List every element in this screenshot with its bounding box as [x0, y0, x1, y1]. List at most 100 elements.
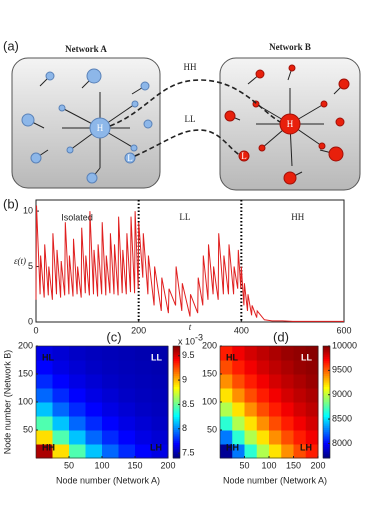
colorbar-step	[323, 366, 330, 369]
heatmap-cell	[269, 444, 282, 459]
colorbar-step	[323, 359, 330, 362]
heatmap-cell	[293, 402, 307, 417]
colorbar-step	[323, 431, 330, 435]
colorbar-step	[173, 437, 180, 440]
colorbar-step	[323, 424, 330, 427]
colorbar-step	[173, 422, 180, 425]
heatmap-cell	[220, 360, 233, 375]
heatmap-cell	[85, 360, 103, 375]
colorbar-step	[173, 347, 180, 351]
heatmap-cell	[85, 444, 103, 459]
heatmap-cell	[220, 374, 233, 389]
heatmap-cell	[232, 430, 245, 445]
y-axis-label: Node number (Network B)	[2, 350, 12, 455]
heatmap-cell	[52, 388, 70, 403]
heatmap-cell	[102, 360, 119, 375]
x-tick-label: 600	[336, 325, 351, 335]
corner-label: HH	[42, 442, 55, 452]
heatmap-cell	[220, 416, 233, 431]
y-tick-label: 0	[28, 316, 33, 326]
colorbar-step	[173, 446, 180, 450]
colorbar-step	[323, 353, 330, 356]
colorbar-step	[323, 346, 330, 349]
x-axis-label: Node number (Network A)	[56, 475, 160, 485]
panel-label: (b)	[3, 196, 19, 211]
heatmap-cell	[118, 374, 136, 389]
network-box	[11, 57, 161, 189]
colorbar-step	[323, 370, 330, 373]
colorbar-step	[323, 374, 330, 377]
heatmap-cell	[256, 360, 270, 375]
colorbar-step	[173, 379, 180, 382]
heatmap-cell	[293, 444, 307, 459]
heatmap-cell	[305, 374, 319, 389]
heatmap-cell	[52, 346, 70, 361]
heatmap-cell	[269, 374, 282, 389]
heatmap-cell	[269, 430, 282, 445]
heatmap-cell	[244, 388, 258, 403]
leaf-label: L	[241, 151, 247, 161]
heatmap-cell	[36, 360, 53, 375]
colorbar-step	[323, 351, 330, 354]
colorbar-step	[323, 428, 330, 431]
heatmap-cell	[85, 402, 103, 417]
colorbar-tick-label: 9.5	[182, 350, 195, 360]
panel-label: (a)	[3, 38, 19, 53]
corner-label: HL	[42, 352, 54, 362]
colorbar-step	[173, 360, 180, 364]
colorbar-step	[173, 430, 180, 433]
x-tick-label: 100	[94, 460, 109, 470]
heatmap-cell	[118, 360, 136, 375]
panel-label: (c)	[106, 329, 121, 344]
x-tick-label: 50	[239, 460, 249, 470]
heatmap-cell	[256, 444, 270, 459]
heatmap-cell	[305, 416, 319, 431]
colorbar-step	[173, 355, 180, 358]
colorbar-step	[323, 444, 330, 448]
colorbar-step	[173, 400, 180, 403]
panel-label: (d)	[273, 329, 289, 344]
hub-label: H	[287, 119, 294, 129]
colorbar-step	[173, 456, 180, 459]
heatmap-cell	[220, 346, 233, 361]
heatmap-cell	[151, 416, 169, 431]
colorbar-step	[323, 392, 330, 396]
colorbar-tick-label: 8500	[332, 413, 352, 423]
colorbar-tick-label: 9	[182, 374, 187, 384]
heatmap-cell	[102, 444, 119, 459]
colorbar-step	[173, 418, 180, 422]
colorbar-step	[323, 364, 330, 368]
x-tick-label: 200	[310, 460, 325, 470]
colorbar-step	[323, 418, 330, 422]
colorbar-step	[173, 362, 180, 366]
colorbar-step	[173, 420, 180, 424]
heatmap-cell	[244, 374, 258, 389]
colorbar-step	[173, 396, 180, 399]
colorbar-step	[173, 435, 180, 438]
heatmap-cell	[36, 430, 53, 445]
colorbar-step	[173, 375, 180, 379]
y-tick-label: 50	[207, 424, 217, 434]
heatmap-cell	[220, 388, 233, 403]
x-tick-label: 200	[160, 460, 175, 470]
x-tick-label: 0	[33, 325, 38, 335]
y-tick-label: 150	[18, 368, 33, 378]
colorbar-step	[173, 409, 180, 412]
colorbar-step	[323, 433, 330, 437]
colorbar-step	[173, 346, 180, 349]
heatmap-cell	[244, 402, 258, 417]
heatmap-cell	[135, 346, 152, 361]
heatmap-cell	[118, 444, 136, 459]
colorbar-tick-label: 9000	[332, 389, 352, 399]
x-tick-label: 150	[286, 460, 301, 470]
colorbar-step	[173, 402, 180, 405]
colorbar-step	[323, 426, 330, 429]
colorbar-step	[323, 430, 330, 433]
colorbar-step	[323, 409, 330, 412]
colorbar-step	[173, 444, 180, 448]
heatmap-cell	[269, 402, 282, 417]
heatmap-cell	[256, 416, 270, 431]
colorbar-step	[173, 431, 180, 435]
heatmap-cell	[269, 360, 282, 375]
colorbar-step	[323, 454, 330, 457]
